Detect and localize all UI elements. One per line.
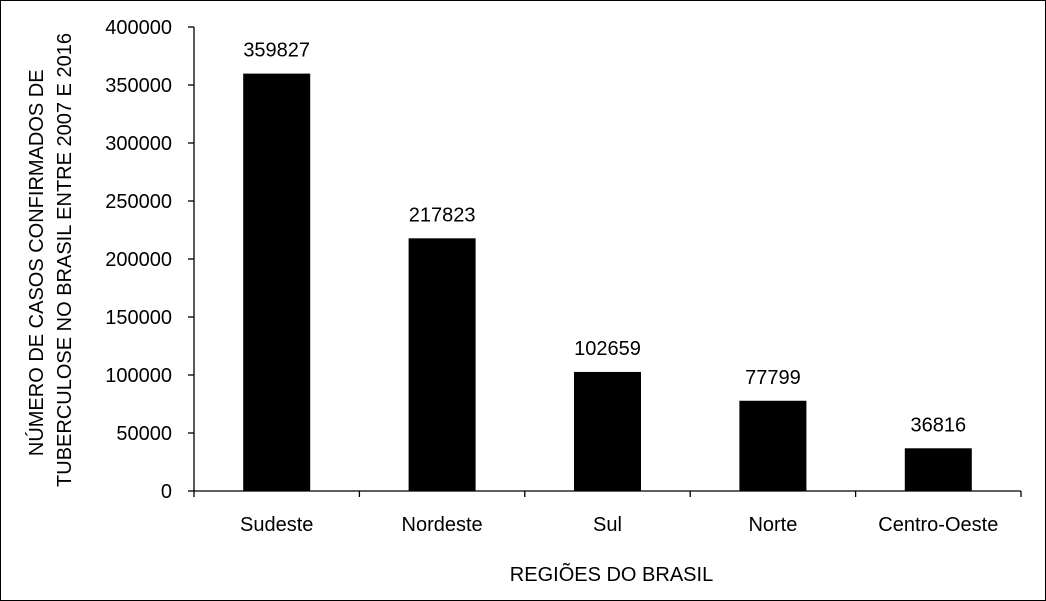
data-label: 217823 [409, 204, 476, 226]
y-tick-label: 400000 [105, 17, 172, 39]
category-label: Norte [748, 514, 797, 536]
category-label: Sul [593, 514, 622, 536]
y-tick-label: 150000 [105, 307, 172, 329]
category-labels-group: Sudeste Nordeste Sul Norte Centro-Oeste [240, 514, 998, 536]
category-label: Nordeste [402, 514, 483, 536]
y-tick-label: 300000 [105, 133, 172, 155]
x-axis [193, 490, 1022, 497]
y-tick-label: 200000 [105, 249, 172, 271]
data-label: 36816 [910, 414, 966, 436]
data-label: 77799 [745, 367, 801, 389]
y-tick-label: 100000 [105, 365, 172, 387]
y-axis-title-line-1: NÚMERO DE CASOS CONFIRMADOS DE [25, 69, 48, 456]
bar-sudeste [243, 73, 311, 491]
bar-centro-oeste [904, 448, 972, 491]
bar-norte [739, 400, 807, 491]
y-tick-label: 0 [161, 481, 172, 503]
x-axis-title: REGIÕES DO BRASIL [510, 562, 713, 586]
bars-group [243, 73, 972, 491]
y-axis: 0 50000 100000 150000 200000 250000 300000 3500… [105, 17, 195, 503]
category-label: Centro-Oeste [878, 514, 998, 536]
data-label: 359827 [243, 40, 310, 62]
y-tick-label: 50000 [116, 423, 172, 445]
y-tick-label: 250000 [105, 191, 172, 213]
category-label: Sudeste [240, 514, 313, 536]
y-axis-title: NÚMERO DE CASOS CONFIRMADOS DE TUBERCULO… [25, 33, 76, 487]
y-axis-title-line-2: TUBERCULOSE NO BRASIL ENTRE 2007 E 2016 [54, 33, 76, 487]
y-tick-label: 350000 [105, 75, 172, 97]
bar-sul [574, 371, 641, 491]
data-labels-group: 359827 217823 102659 77799 36816 [243, 40, 966, 437]
data-label: 102659 [574, 338, 641, 360]
bar-nordeste [408, 238, 476, 491]
